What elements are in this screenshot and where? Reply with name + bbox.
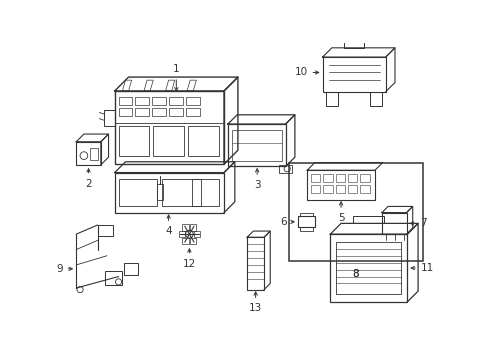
Text: 12: 12 [183, 259, 196, 269]
Text: 9: 9 [57, 264, 63, 274]
Bar [191, 179, 218, 206]
Bar [152, 108, 166, 116]
Bar [322, 57, 385, 92]
Bar [118, 108, 132, 116]
Bar [227, 124, 285, 166]
Bar [182, 238, 188, 244]
Bar [335, 174, 344, 182]
Bar [90, 148, 98, 160]
Bar [323, 174, 332, 182]
Text: 8: 8 [352, 269, 358, 279]
Bar [336, 242, 400, 294]
Bar [335, 185, 344, 193]
Bar [369, 92, 381, 105]
Bar [344, 39, 364, 48]
Bar [360, 174, 369, 182]
Text: 2: 2 [85, 179, 92, 189]
Bar [190, 238, 196, 244]
Bar [153, 126, 183, 156]
Bar [231, 130, 281, 161]
Text: 5: 5 [337, 213, 344, 223]
Bar [381, 213, 406, 234]
Bar [347, 174, 357, 182]
Bar [288, 163, 423, 261]
Bar [169, 108, 183, 116]
Text: 3: 3 [253, 180, 260, 190]
Bar [105, 271, 122, 285]
Bar [115, 172, 224, 213]
Bar [123, 264, 138, 275]
Bar [135, 97, 149, 105]
Bar [194, 231, 200, 237]
Bar [347, 185, 357, 193]
Bar [178, 231, 184, 237]
Text: 7: 7 [419, 219, 426, 228]
Bar [279, 165, 291, 172]
Bar [169, 97, 183, 105]
Text: 4: 4 [165, 226, 172, 237]
Bar [360, 185, 369, 193]
Bar [115, 91, 224, 164]
Text: 6: 6 [279, 217, 286, 227]
Bar [76, 142, 101, 165]
Bar [118, 179, 157, 206]
Bar [98, 225, 113, 237]
Bar [323, 185, 332, 193]
Text: 11: 11 [420, 263, 433, 273]
Bar [186, 97, 200, 105]
Bar [306, 170, 374, 199]
Bar [187, 126, 218, 156]
Bar [310, 174, 320, 182]
Bar [162, 179, 201, 206]
Bar [329, 234, 407, 302]
Bar [190, 224, 196, 230]
Bar [326, 92, 337, 105]
Bar [157, 184, 163, 199]
Bar [104, 110, 115, 126]
Bar [246, 237, 264, 289]
Text: 8: 8 [352, 269, 358, 279]
Bar [152, 97, 166, 105]
Bar [118, 126, 149, 156]
Bar [135, 108, 149, 116]
Bar [310, 185, 320, 193]
Text: 13: 13 [248, 303, 262, 314]
Bar [297, 216, 314, 227]
Text: 10: 10 [294, 67, 307, 77]
Text: 1: 1 [173, 64, 179, 74]
Bar [300, 227, 312, 231]
Bar [186, 108, 200, 116]
Bar [353, 216, 384, 223]
Bar [182, 224, 188, 230]
Bar [118, 97, 132, 105]
Bar [300, 213, 312, 216]
